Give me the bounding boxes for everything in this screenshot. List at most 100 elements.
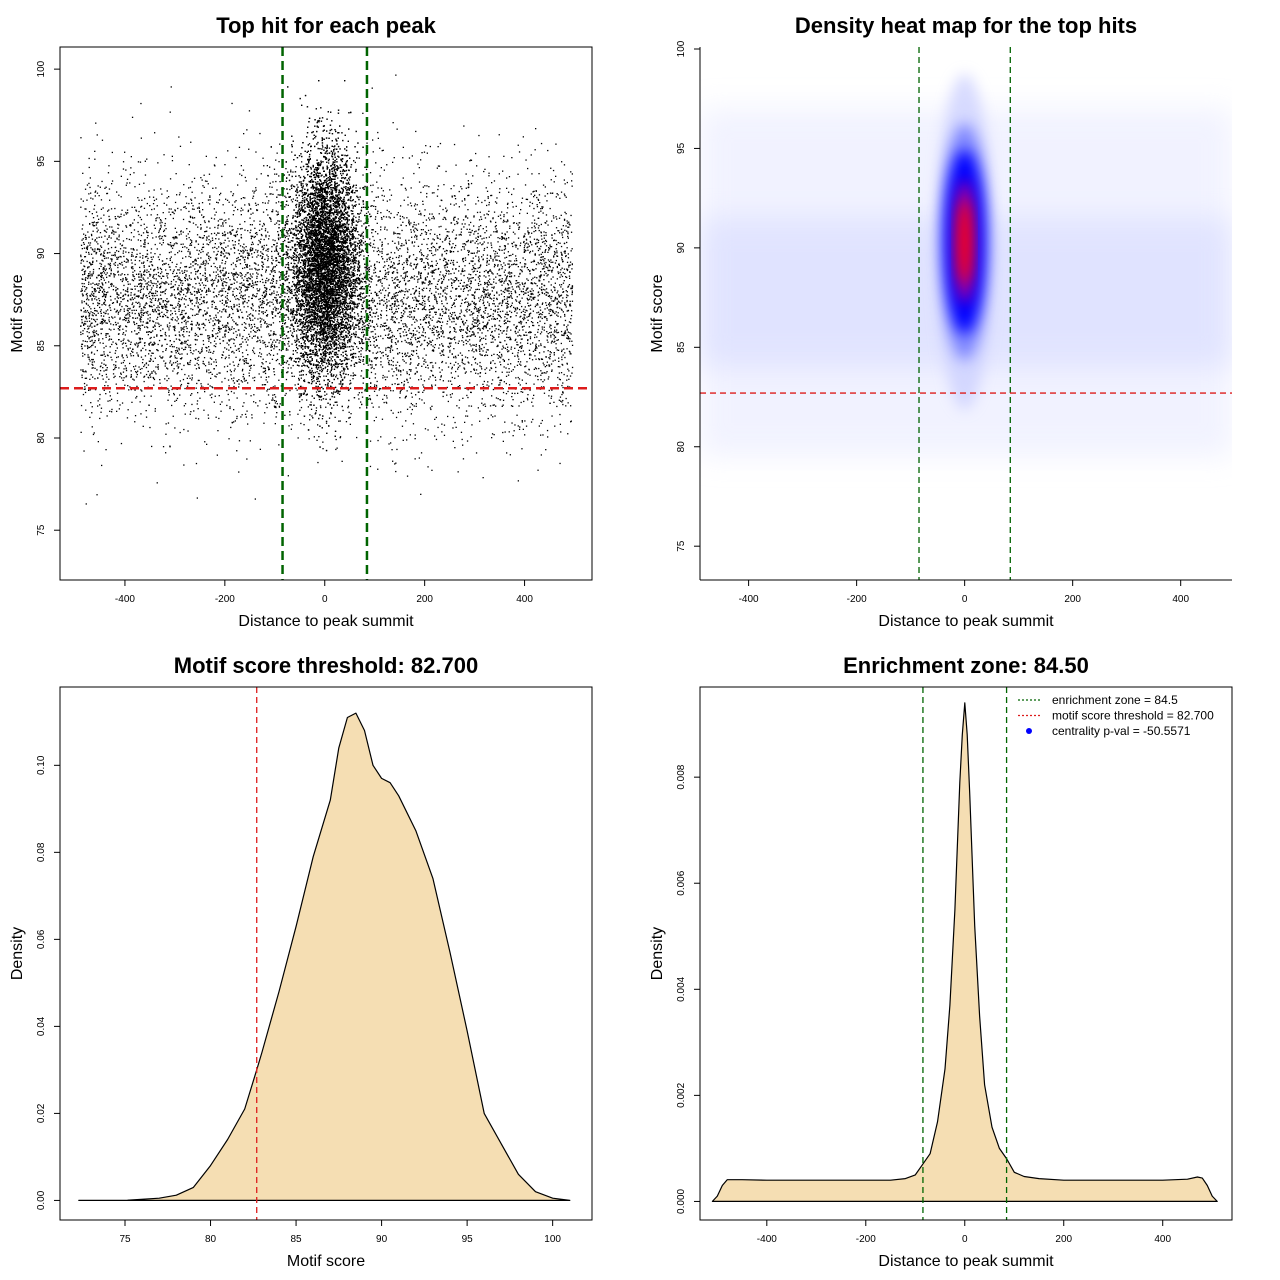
scatter-point: [437, 188, 439, 191]
scatter-point: [427, 254, 429, 256]
scatter-point: [91, 248, 94, 250]
scatter-point: [232, 290, 234, 293]
scatter-point: [239, 272, 241, 274]
scatter-point: [420, 252, 422, 254]
scatter-point: [443, 278, 445, 281]
scatter-point: [295, 229, 297, 231]
scatter-point: [387, 294, 389, 296]
scatter-point: [176, 237, 178, 239]
scatter-point: [473, 386, 475, 388]
scatter-point: [469, 382, 471, 384]
scatter-point: [185, 321, 187, 323]
scatter-point: [105, 334, 107, 336]
scatter-point: [565, 405, 567, 407]
scatter-point: [538, 367, 540, 370]
scatter-point: [244, 249, 246, 251]
scatter-point: [559, 197, 561, 199]
scatter-point: [203, 260, 205, 262]
scatter-point: [522, 257, 524, 259]
scatter-point: [209, 274, 211, 276]
scatter-point: [185, 323, 187, 325]
scatter-point: [301, 369, 303, 371]
scatter-point: [85, 503, 87, 505]
scatter-point: [549, 244, 551, 246]
scatter-point: [393, 335, 395, 338]
scatter-point: [438, 321, 441, 323]
scatter-point: [307, 406, 309, 408]
scatter-point: [203, 287, 206, 289]
scatter-point: [249, 365, 251, 367]
scatter-point: [392, 334, 394, 337]
scatter-point: [126, 178, 129, 180]
scatter-point: [282, 253, 285, 256]
scatter-point: [240, 380, 242, 382]
scatter-point: [166, 190, 168, 192]
scatter-point: [305, 301, 307, 303]
scatter-point: [223, 275, 226, 277]
scatter-point: [566, 230, 568, 232]
scatter-point: [544, 243, 546, 245]
scatter-point: [198, 210, 201, 212]
scatter-point: [521, 345, 523, 347]
scatter-point: [408, 305, 410, 307]
scatter-point: [139, 317, 141, 320]
scatter-point: [553, 354, 555, 356]
scatter-point: [221, 311, 223, 313]
scatter-point: [137, 197, 139, 199]
scatter-point: [377, 280, 379, 282]
scatter-point: [527, 319, 529, 321]
scatter-point: [353, 236, 355, 238]
scatter-point: [283, 278, 285, 280]
scatter-point: [270, 324, 272, 326]
scatter-point: [184, 266, 186, 268]
scatter-point: [509, 287, 511, 289]
scatter-point: [532, 277, 534, 279]
scatter-point: [492, 416, 494, 418]
scatter-point: [119, 255, 121, 258]
scatter-point: [166, 367, 168, 369]
scatter-point: [373, 250, 375, 252]
scatter-point: [261, 362, 263, 364]
scatter-point: [549, 269, 551, 272]
scatter-point: [269, 305, 271, 307]
scatter-point: [183, 349, 185, 351]
scatter-point: [392, 361, 394, 363]
scatter-point: [162, 328, 164, 330]
scatter-point: [362, 360, 364, 362]
scatter-point: [406, 308, 408, 310]
scatter-point: [249, 217, 251, 219]
scatter-point: [516, 308, 519, 310]
scatter-point: [183, 293, 185, 296]
scatter-point: [517, 392, 519, 394]
scatter-point: [372, 335, 374, 338]
scatter-point: [299, 303, 302, 305]
scatter-point: [121, 343, 124, 345]
scatter-point: [427, 273, 429, 275]
scatter-point: [316, 360, 318, 362]
scatter-point: [147, 310, 149, 313]
scatter-point: [469, 314, 471, 316]
scatter-point: [517, 356, 519, 358]
scatter-point: [149, 274, 152, 276]
scatter-point: [233, 321, 235, 323]
scatter-point: [280, 274, 282, 276]
scatter-point: [547, 224, 549, 226]
scatter-point: [316, 234, 318, 236]
scatter-point: [505, 237, 508, 240]
scatter-point: [492, 388, 495, 391]
scatter-point: [176, 194, 178, 196]
scatter-point: [459, 282, 461, 284]
scatter-point: [246, 410, 248, 412]
scatter-point: [424, 265, 427, 267]
scatter-point: [516, 222, 518, 225]
scatter-point: [367, 211, 369, 213]
scatter-point: [515, 326, 517, 329]
scatter-point: [326, 338, 329, 340]
scatter-point: [220, 251, 222, 254]
scatter-point: [129, 362, 131, 365]
scatter-point: [171, 155, 173, 157]
scatter-point: [164, 331, 167, 334]
scatter-point: [445, 261, 447, 263]
scatter-point: [221, 288, 223, 290]
scatter-point: [208, 363, 210, 365]
